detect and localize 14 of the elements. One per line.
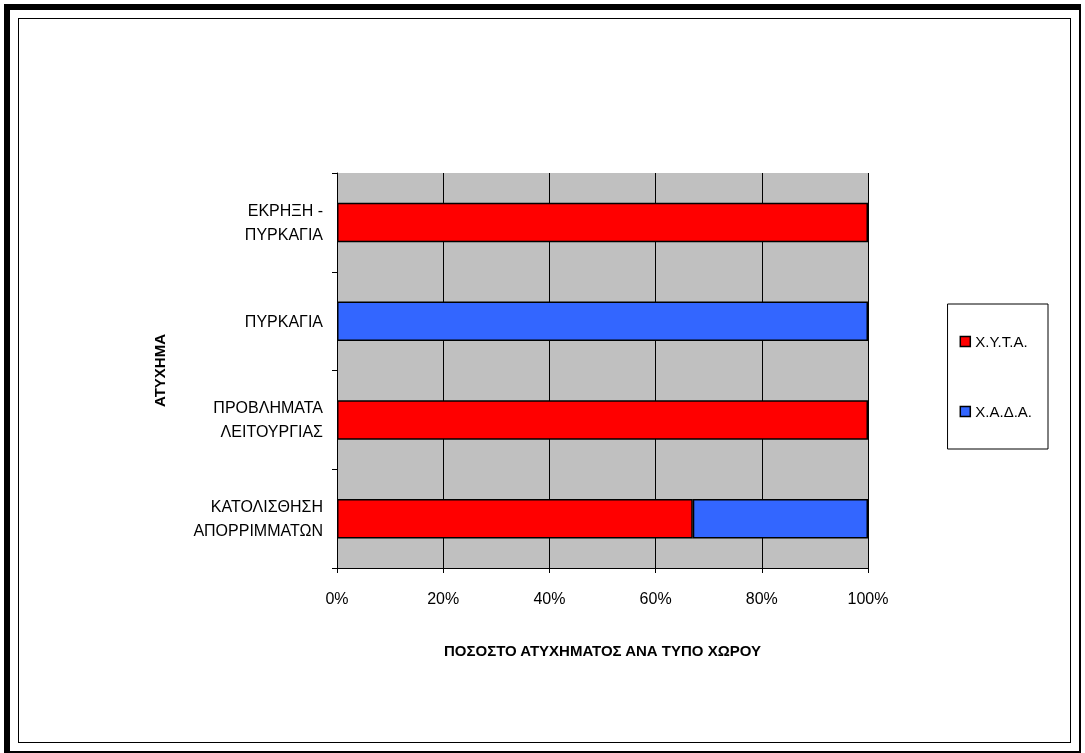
- x-tick-label: 100%: [847, 589, 889, 607]
- x-tick-label: 40%: [533, 589, 566, 607]
- x-axis-title: ΠΟΣΟΣΤΟ ΑΤΥΧΗΜΑΤΟΣ ΑΝΑ ΤΥΠΟ ΧΩΡΟΥ: [444, 642, 761, 659]
- x-tick-label: 80%: [745, 589, 778, 607]
- x-tick-label: 20%: [427, 589, 460, 607]
- x-tick-label: 60%: [639, 589, 672, 607]
- y-tick-label: ΕΚΡΗΞΗ - ΠΥΡΚΑΓΙΑ: [244, 201, 324, 243]
- y-axis-title: ΑΤΥΧΗΜΑ: [151, 333, 168, 407]
- x-tick-label: 0%: [325, 589, 349, 607]
- legend-label: Χ.Α.Δ.Α.: [975, 403, 1033, 420]
- legend-label: Χ.Υ.Τ.Α.: [975, 333, 1028, 350]
- y-tick-label: ΚΑΤΟΛΙΣΘΗΣΗ ΑΠΟΡΡΙΜΜΑΤΩΝ: [193, 498, 323, 540]
- y-tick-label: ΠΥΡΚΑΓΙΑ: [244, 312, 324, 330]
- y-tick-label: ΠΡΟΒΛΗΜΑΤΑ ΛΕΙΤΟΥΡΓΙΑΣ: [213, 399, 324, 441]
